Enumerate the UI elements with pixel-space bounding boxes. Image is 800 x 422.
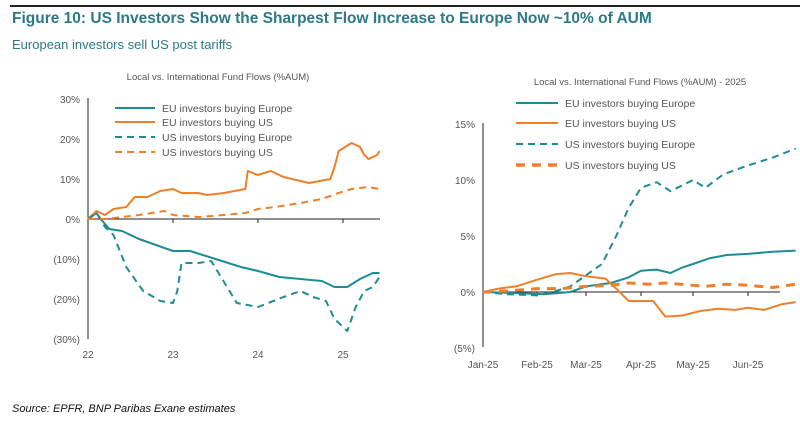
legend-label: US investors buying Europe	[565, 139, 695, 151]
x-tick-label: 24	[252, 350, 264, 361]
x-tick-label: Apr-25	[626, 360, 656, 371]
y-tick-label: 10%	[60, 175, 80, 186]
y-tick-label: 10%	[455, 176, 475, 187]
legend-label: EU investors buying Europe	[162, 103, 292, 115]
legend-label: EU investors buying US	[162, 117, 273, 129]
x-tick-label: Mar-25	[570, 360, 602, 371]
x-tick-label: 22	[82, 350, 94, 361]
x-tick-label: May-25	[676, 360, 710, 371]
y-tick-label: (10%)	[53, 255, 80, 266]
top-rule	[10, 5, 800, 7]
series-line-us-investors-buying-us	[482, 281, 796, 294]
x-tick-label: 25	[337, 350, 349, 361]
y-tick-label: 20%	[60, 135, 80, 146]
chart-title: Local vs. International Fund Flows (%AUM…	[534, 77, 746, 88]
series-line-eu-investors-buying-europe	[87, 212, 380, 288]
x-tick-label: Jun-25	[733, 360, 764, 371]
series-line-eu-investors-buying-us	[87, 142, 381, 220]
y-tick-label: (5%)	[454, 344, 475, 355]
y-tick-label: 0%	[461, 288, 476, 299]
figure-title: Figure 10: US Investors Show the Sharpes…	[12, 10, 652, 27]
legend-label: US investors buying US	[565, 160, 676, 172]
y-tick-label: (20%)	[53, 295, 80, 306]
y-tick-label: (30%)	[53, 335, 80, 346]
series-line-eu-investors-buying-us	[482, 272, 796, 318]
series-line-us-investors-buying-europe	[482, 147, 797, 297]
y-tick-label: 5%	[461, 232, 476, 243]
legend-label: US investors buying US	[162, 147, 273, 159]
legend-label: EU investors buying Europe	[565, 98, 695, 110]
series-line-us-investors-buying-europe	[87, 212, 381, 332]
y-tick-label: 30%	[60, 95, 80, 106]
y-tick-label: 0%	[66, 215, 81, 226]
figure-subtitle: European investors sell US post tariffs	[12, 37, 233, 52]
x-tick-label: 23	[167, 350, 179, 361]
series-line-us-investors-buying-us	[88, 186, 380, 220]
y-tick-label: 15%	[455, 120, 475, 131]
chart-title: Local vs. International Fund Flows (%AUM…	[127, 72, 310, 83]
x-tick-label: Feb-25	[521, 360, 553, 371]
legend-label: US investors buying Europe	[162, 132, 292, 144]
source-note: Source: EPFR, BNP Paribas Exane estimate…	[12, 403, 236, 415]
legend-label: EU investors buying US	[565, 118, 676, 130]
x-tick-label: Jan-25	[468, 360, 499, 371]
series-line-eu-investors-buying-europe	[482, 249, 796, 296]
